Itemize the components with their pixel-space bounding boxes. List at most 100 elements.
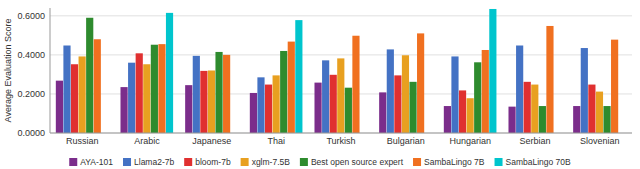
bar: [94, 39, 101, 133]
legend-swatch: [413, 158, 421, 166]
bar: [273, 75, 280, 133]
bar: [417, 33, 424, 133]
bar: [394, 75, 401, 133]
bar: [467, 98, 474, 133]
legend-label: xglm-7.5B: [252, 157, 291, 167]
bar: [531, 85, 538, 133]
legend-swatch: [123, 158, 131, 166]
bar: [352, 36, 359, 133]
legend-label: Llama2-7b: [134, 157, 174, 167]
x-tick-label: Thai: [268, 136, 286, 146]
bar: [524, 82, 531, 133]
legend-label: Best open source expert: [311, 157, 404, 167]
bar: [539, 106, 546, 133]
bar: [611, 40, 618, 133]
bar: [200, 71, 207, 133]
y-axis-line: [50, 8, 51, 133]
grid-line: [50, 15, 632, 16]
bar: [314, 83, 321, 133]
legend-item: Llama2-7b: [123, 157, 174, 167]
legend-item: Best open source expert: [300, 157, 404, 167]
legend-item: SambaLingo 7B: [413, 157, 485, 167]
legend-label: SambaLingo 70B: [506, 157, 572, 167]
x-tick-label: Serbian: [519, 136, 550, 146]
bar: [56, 81, 63, 133]
legend-swatch: [300, 158, 308, 166]
bar: [136, 53, 143, 133]
legend-item: SambaLingo 70B: [495, 157, 572, 167]
grid-line: [50, 133, 632, 134]
chart: 0.0000 0.2000 0.4000 0.6000 Average Evaluati…: [0, 0, 640, 169]
bar: [573, 106, 580, 133]
legend-swatch: [241, 158, 249, 166]
bar: [482, 50, 489, 133]
legend-item: AYA-101: [69, 157, 113, 167]
x-tick-label: Slovenian: [580, 136, 620, 146]
x-tick-label: Hungarian: [450, 136, 492, 146]
bar: [459, 90, 466, 133]
bar: [120, 87, 127, 133]
x-tick-label: Japanese: [192, 136, 231, 146]
bar: [508, 107, 515, 133]
legend: AYA-101 Llama2-7b bloom-7b xglm-7.5B Best op…: [69, 157, 571, 167]
bar: [223, 55, 230, 133]
bar: [603, 106, 610, 133]
bar: [193, 56, 200, 133]
x-tick-label: Bulgarian: [387, 136, 425, 146]
bar: [208, 71, 215, 134]
bar: [546, 26, 553, 133]
x-axis-line: [50, 133, 632, 134]
bar: [402, 55, 409, 133]
bar: [128, 63, 135, 133]
bar: [387, 49, 394, 133]
bar: [516, 46, 523, 134]
bar: [451, 56, 458, 133]
x-tick-label: Turkish: [326, 136, 355, 146]
bar: [143, 64, 150, 133]
bar: [288, 42, 295, 133]
legend-item: xglm-7.5B: [241, 157, 291, 167]
bar: [250, 93, 257, 133]
bar: [474, 62, 481, 133]
bar: [265, 85, 272, 133]
y-tick-label: 0.0000: [17, 128, 45, 138]
y-tick-label: 0.2000: [17, 89, 45, 99]
bar: [337, 58, 344, 133]
bar: [588, 85, 595, 133]
bar: [257, 77, 264, 133]
bar: [63, 46, 70, 134]
y-tick-label: 0.4000: [17, 50, 45, 60]
bar: [489, 9, 496, 133]
bar: [185, 85, 192, 133]
bar: [71, 64, 78, 133]
bar: [596, 92, 603, 133]
legend-swatch: [69, 158, 77, 166]
y-grid: [50, 16, 632, 133]
bar: [166, 13, 173, 133]
legend-label: bloom-7b: [195, 157, 231, 167]
bar: [215, 52, 222, 133]
bars: [56, 9, 618, 133]
x-tick-label: Arabic: [134, 136, 160, 146]
bar: [345, 88, 352, 133]
bar: [86, 18, 93, 133]
legend-swatch: [495, 158, 503, 166]
bar: [444, 106, 451, 133]
bar: [330, 75, 337, 133]
legend-label: AYA-101: [80, 157, 113, 167]
legend-swatch: [184, 158, 192, 166]
bar: [158, 44, 165, 133]
page: {"chart_data": {"type": "bar", "ylabel":…: [0, 0, 640, 169]
x-tick-label: Russian: [66, 136, 99, 146]
y-tick-label: 0.6000: [17, 11, 45, 21]
bar: [151, 45, 158, 133]
bar: [280, 51, 287, 133]
y-axis-label: Average Evaluation Score: [3, 19, 13, 123]
bar: [409, 82, 416, 133]
legend-label: SambaLingo 7B: [424, 157, 485, 167]
legend-item: bloom-7b: [184, 157, 231, 167]
bar: [379, 92, 386, 133]
bar: [322, 60, 329, 133]
bar: [79, 56, 86, 133]
bar: [295, 20, 302, 133]
